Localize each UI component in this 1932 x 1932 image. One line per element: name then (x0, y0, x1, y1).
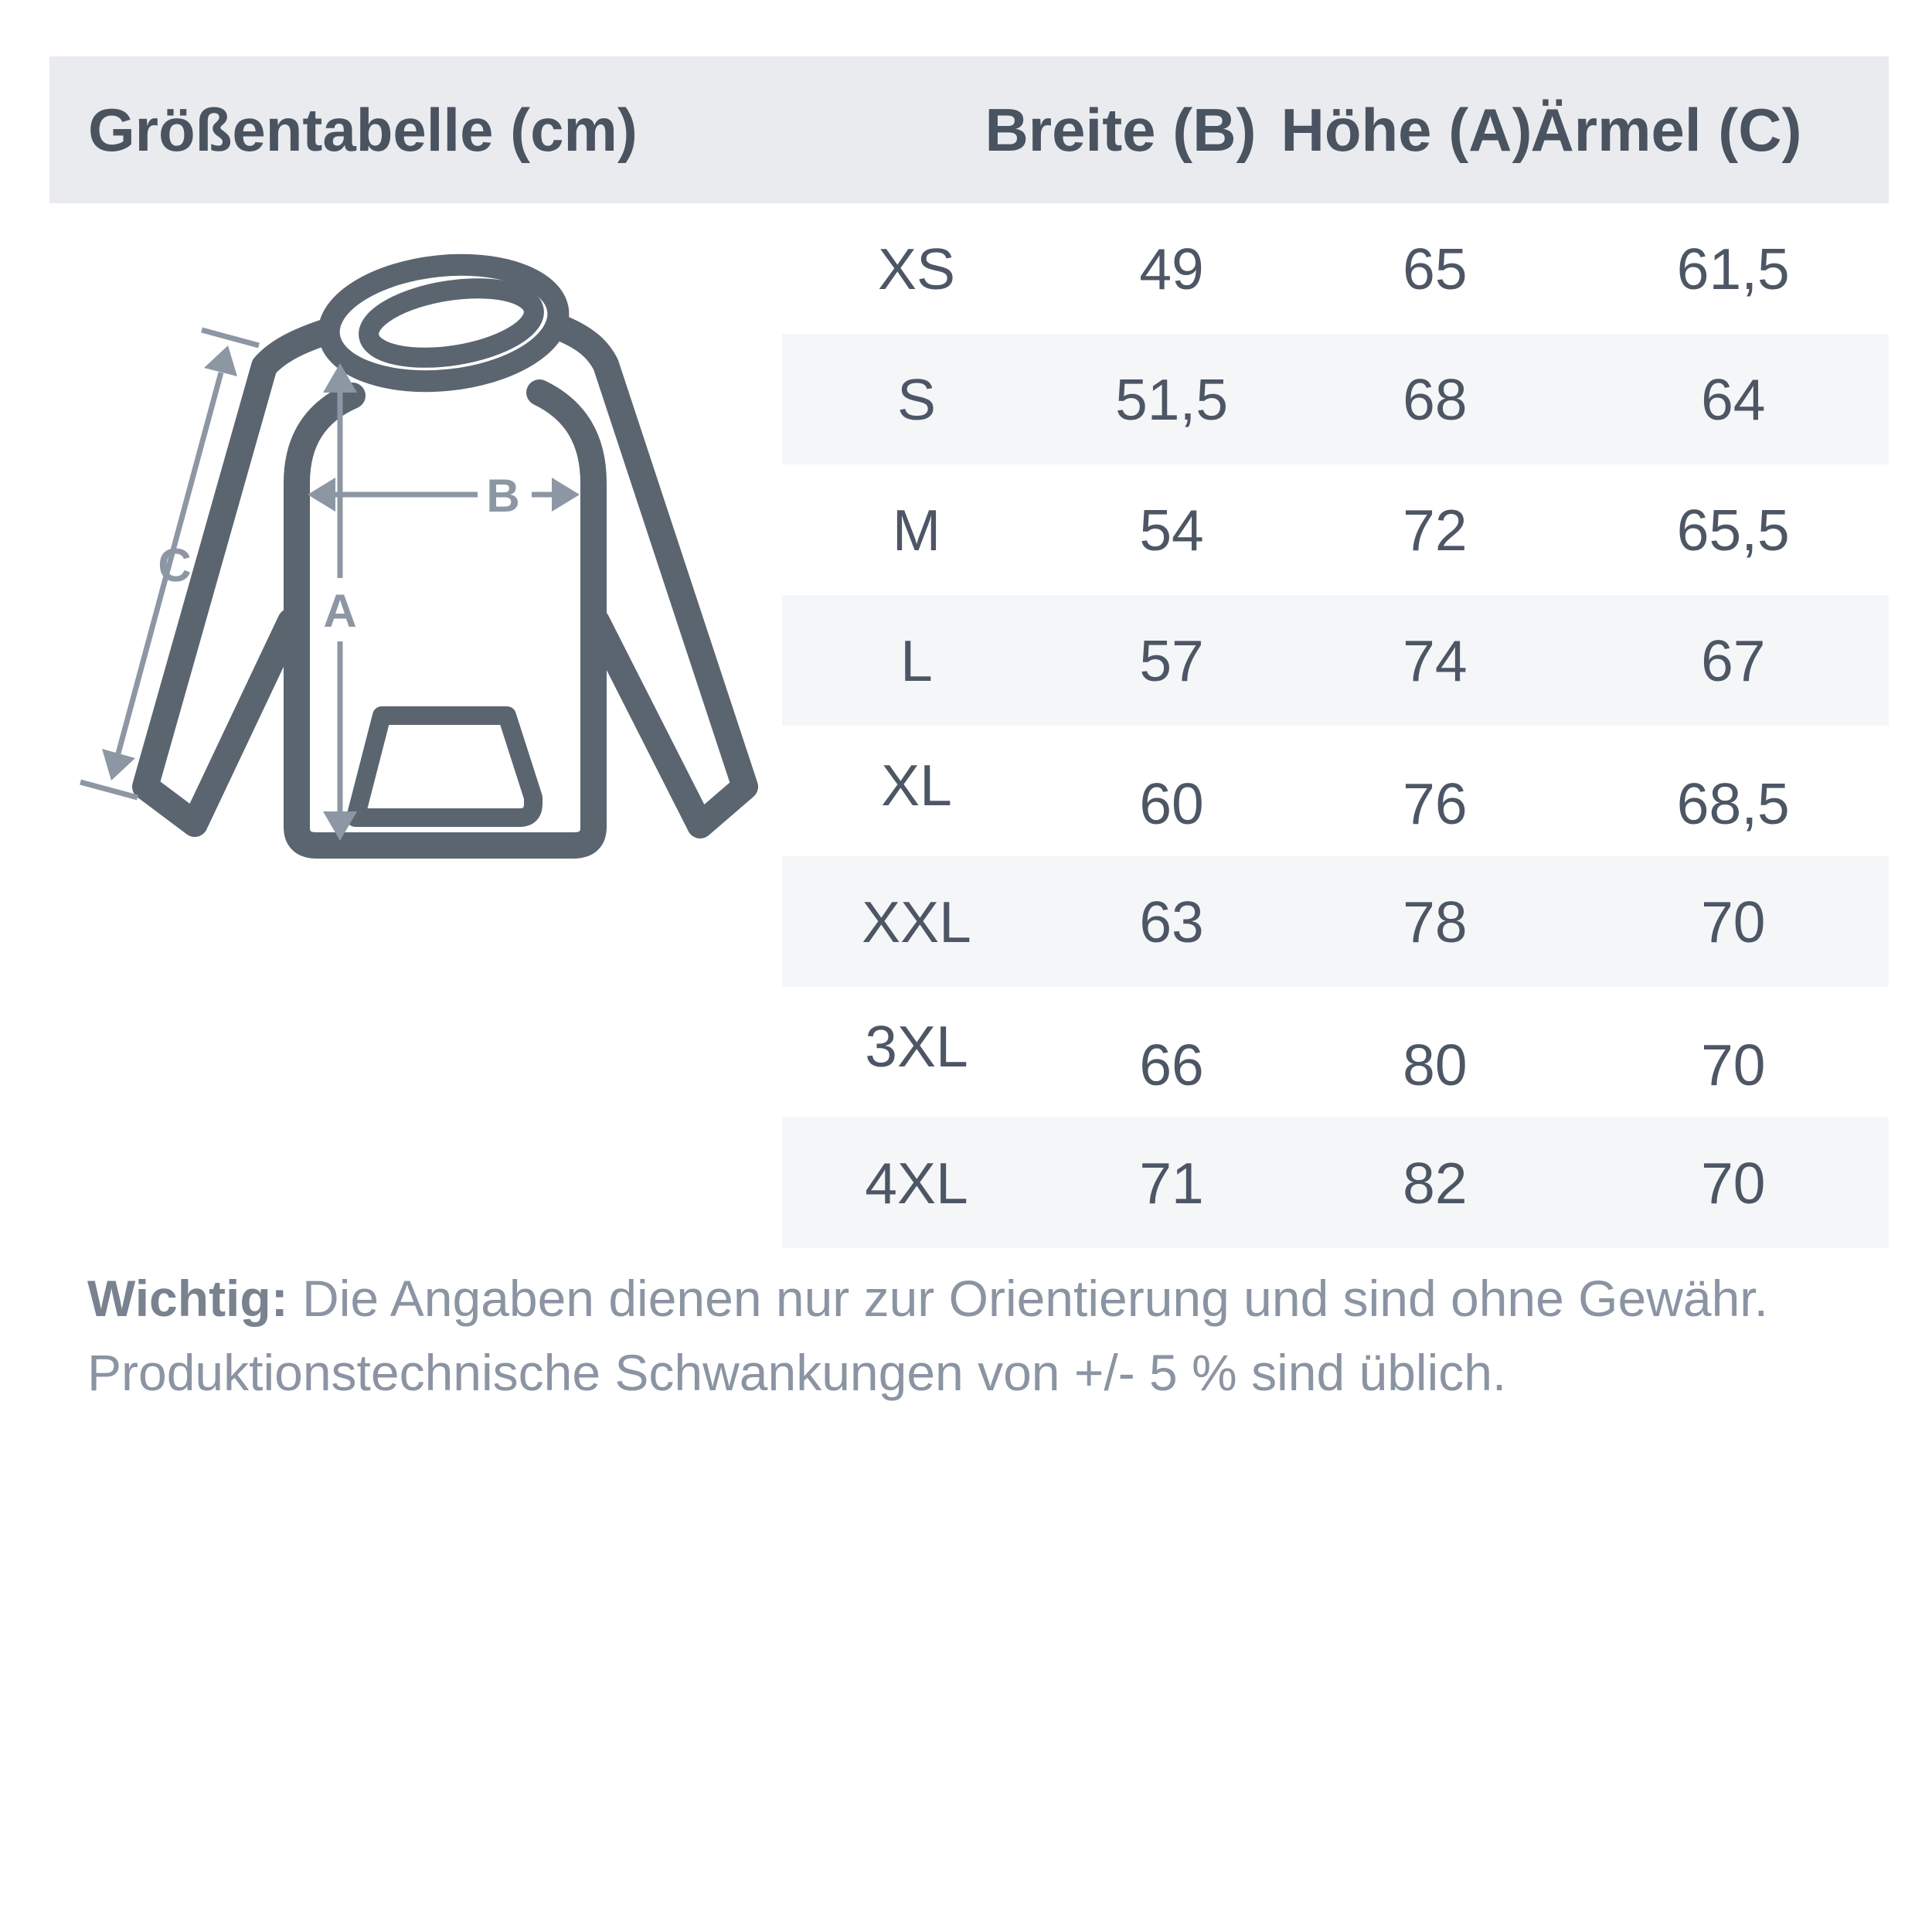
column-header-breite: Breite (B) (985, 95, 1257, 164)
page-title: Größentabelle (cm) (88, 95, 638, 164)
hoodie-measurement-diagram: A B C (62, 216, 796, 873)
arrow-c-head-top (204, 345, 237, 376)
table-row: 3XL 66 80 70 (782, 987, 1889, 1117)
measure-label-a: A (323, 585, 356, 637)
hoehe-cell: 74 (1403, 628, 1468, 693)
column-header-hoehe: Höhe (A) (1281, 95, 1532, 164)
hoodie-right-sleeve (547, 315, 758, 838)
aermel-cell: 61,5 (1676, 236, 1790, 301)
table-row: 4XL 71 82 70 (782, 1117, 1889, 1248)
table-row: XXL 63 78 70 (782, 856, 1889, 987)
hoodie-pocket (346, 706, 543, 827)
disclaimer-bold-label: Wichtig: (87, 1270, 288, 1327)
arrow-b-head-right (552, 478, 580, 512)
size-cell: 4XL (865, 1150, 968, 1216)
breite-cell: 63 (1139, 889, 1204, 954)
size-table: XS 49 65 61,5 S 51,5 68 64 M 54 72 65,5 … (782, 203, 1889, 1248)
aermel-cell: 70 (1701, 889, 1766, 954)
hoodie-left-sleeve (132, 319, 338, 837)
size-cell: XL (881, 752, 952, 818)
hoehe-cell: 65 (1403, 236, 1468, 301)
size-cell: XXL (862, 889, 971, 954)
aermel-cell: 68,5 (1676, 770, 1790, 836)
size-cell: L (900, 628, 933, 693)
disclaimer-note: Wichtig: Die Angaben dienen nur zur Orie… (87, 1261, 1888, 1410)
label-a-backdrop (317, 581, 363, 640)
aermel-cell: 70 (1701, 1150, 1766, 1216)
disclaimer-line1: Die Angaben dienen nur zur Orientierung … (287, 1270, 1768, 1327)
aermel-cell: 65,5 (1676, 497, 1790, 563)
size-cell: XS (877, 236, 956, 301)
hoehe-cell: 82 (1403, 1150, 1468, 1216)
hoodie-body-outline (284, 379, 607, 859)
aermel-cell: 67 (1701, 628, 1766, 693)
arrow-c-tick-bottom (80, 779, 138, 801)
breite-cell: 57 (1139, 628, 1204, 693)
hoehe-cell: 76 (1403, 770, 1468, 836)
table-row: XL 60 76 68,5 (782, 726, 1889, 856)
arrow-c-line (115, 372, 224, 754)
breite-cell: 60 (1139, 770, 1204, 836)
breite-cell: 51,5 (1115, 366, 1229, 432)
disclaimer-line2: Produktionstechnische Schwankungen von +… (87, 1344, 1507, 1401)
aermel-cell: 64 (1701, 366, 1766, 432)
arrow-a-head-bottom (323, 811, 357, 841)
breite-cell: 49 (1139, 236, 1204, 301)
breite-cell: 71 (1139, 1150, 1204, 1216)
arrow-c-tick-top (201, 327, 260, 349)
hoehe-cell: 72 (1403, 497, 1468, 563)
size-cell: M (892, 497, 941, 563)
size-chart-header: Größentabelle (cm) Breite (B) Höhe (A) Ä… (49, 56, 1889, 203)
hoehe-cell: 78 (1403, 889, 1468, 954)
table-row: M 54 72 65,5 (782, 464, 1889, 595)
size-cell: S (896, 366, 936, 432)
size-cell: 3XL (865, 1013, 968, 1079)
measure-label-c: C (158, 539, 191, 591)
column-header-aermel: Ärmel (C) (1530, 95, 1802, 164)
table-row: XS 49 65 61,5 (782, 203, 1889, 334)
table-row: S 51,5 68 64 (782, 334, 1889, 464)
breite-cell: 54 (1139, 497, 1204, 563)
arrow-a-head-top (323, 363, 357, 393)
hoehe-cell: 80 (1403, 1032, 1468, 1097)
hoodie-diagram-icon: A B C (80, 253, 758, 859)
table-row: L 57 74 67 (782, 595, 1889, 726)
arrow-c-head-bottom (102, 749, 135, 781)
breite-cell: 66 (1139, 1032, 1204, 1097)
hoehe-cell: 68 (1403, 366, 1468, 432)
hood-inner-ring (359, 278, 544, 368)
aermel-cell: 70 (1701, 1032, 1766, 1097)
arrow-b-head-left (308, 478, 335, 512)
measure-label-b: B (486, 470, 519, 522)
